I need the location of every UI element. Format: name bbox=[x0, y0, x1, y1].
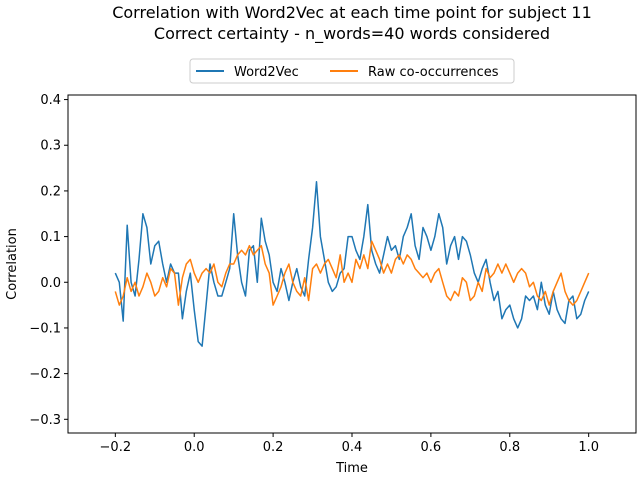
x-tick-label: 0.6 bbox=[421, 440, 442, 455]
legend: Word2Vec Raw co-occurrences bbox=[189, 58, 515, 84]
x-tick-label: 0.8 bbox=[499, 440, 520, 455]
x-axis-label: Time bbox=[335, 461, 368, 476]
legend-label-word2vec: Word2Vec bbox=[234, 65, 299, 80]
y-tick-label: 0.4 bbox=[40, 93, 61, 108]
x-tick-label: 0.4 bbox=[342, 440, 363, 455]
series-line-word2vec bbox=[114, 181, 590, 347]
legend-label-raw-co-occurrences: Raw co-occurrences bbox=[368, 65, 499, 80]
y-tick-label: −0.3 bbox=[29, 413, 61, 428]
plot-area bbox=[67, 94, 637, 434]
chart-title-line1: Correlation with Word2Vec at each time p… bbox=[112, 3, 592, 22]
x-tick-label: 0.2 bbox=[263, 440, 284, 455]
chart-title-line2: Correct certainty - n_words=40 words con… bbox=[154, 24, 550, 44]
y-axis-label: Correlation bbox=[5, 228, 20, 300]
series-line-raw-co-occurrences bbox=[114, 240, 590, 306]
x-tick-label: 0.0 bbox=[184, 440, 205, 455]
x-tick-label: −0.2 bbox=[100, 440, 132, 455]
y-tick-label: 0.3 bbox=[40, 139, 61, 154]
y-tick-label: 0.0 bbox=[40, 276, 61, 291]
y-tick-label: −0.1 bbox=[29, 321, 61, 336]
y-tick-label: 0.2 bbox=[40, 184, 61, 199]
y-tick-label: 0.1 bbox=[40, 230, 61, 245]
y-tick-label: −0.2 bbox=[29, 367, 61, 382]
x-tick-label: 1.0 bbox=[578, 440, 599, 455]
